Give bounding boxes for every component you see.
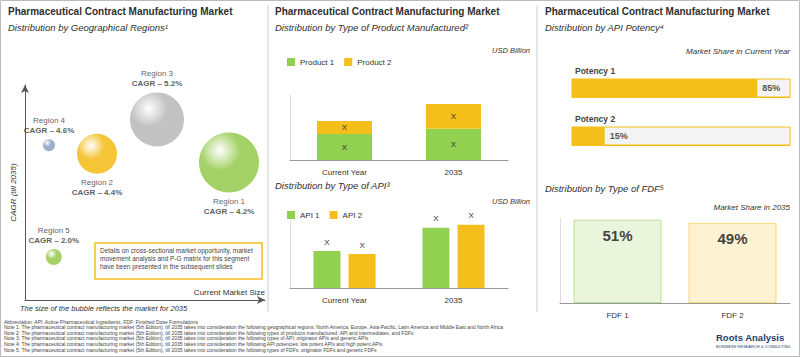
svg-text:Note 1: The pharmaceutical con: Note 1: The pharmaceutical contract manu…	[4, 324, 504, 331]
svg-text:49%: 49%	[717, 230, 747, 247]
svg-text:X: X	[359, 241, 365, 250]
svg-text:CAGR – 4.2%: CAGR – 4.2%	[204, 207, 255, 216]
svg-text:Current Market Size: Current Market Size	[194, 288, 266, 297]
svg-text:movement analysis and P-G matr: movement analysis and P-G matrix for thi…	[100, 255, 251, 263]
svg-text:FDF 1: FDF 1	[606, 311, 629, 320]
svg-text:Region 4: Region 4	[33, 116, 66, 125]
svg-text:Note 2: The pharmaceutical con: Note 2: The pharmaceutical contract manu…	[4, 329, 414, 336]
svg-text:X: X	[433, 214, 439, 223]
svg-text:Potency 1: Potency 1	[575, 66, 615, 76]
svg-text:15%: 15%	[610, 131, 628, 141]
svg-text:Product 2: Product 2	[357, 58, 392, 67]
svg-text:Region 3: Region 3	[141, 69, 174, 78]
svg-text:Note 5: The pharmaceutical con: Note 5: The pharmaceutical contract manu…	[4, 347, 377, 353]
svg-text:CAGR – 4.6%: CAGR – 4.6%	[24, 126, 75, 135]
svg-text:FDF 2: FDF 2	[721, 311, 744, 320]
svg-text:X: X	[451, 140, 457, 149]
svg-text:85%: 85%	[762, 83, 780, 93]
svg-text:Distribution by API Potency⁴: Distribution by API Potency⁴	[545, 22, 664, 33]
svg-text:CAGR (till 2035): CAGR (till 2035)	[9, 163, 18, 222]
svg-text:Product 1: Product 1	[300, 58, 335, 67]
svg-text:Note 3: The pharmaceutical con: Note 3: The pharmaceutical contract manu…	[4, 335, 369, 342]
svg-text:Potency 2: Potency 2	[575, 114, 615, 124]
svg-text:Roots Analysis: Roots Analysis	[716, 332, 784, 343]
svg-text:X: X	[342, 123, 348, 132]
svg-text:Current Year: Current Year	[322, 168, 367, 177]
svg-text:Region 2: Region 2	[81, 178, 114, 187]
svg-text:Pharmaceutical Contract Manufa: Pharmaceutical Contract Manufacturing Ma…	[275, 6, 500, 17]
svg-text:2035: 2035	[445, 296, 463, 305]
svg-text:Distribution by Type of API³: Distribution by Type of API³	[275, 180, 390, 191]
svg-text:2035: 2035	[445, 168, 463, 177]
svg-text:have been presented in the sub: have been presented in the subsequent sl…	[100, 263, 233, 271]
svg-text:Market Share in 2035: Market Share in 2035	[714, 203, 791, 212]
svg-text:Abbreviation: API: Active Phar: Abbreviation: API: Active Pharmaceutical…	[4, 318, 198, 325]
svg-text:CAGR – 2.0%: CAGR – 2.0%	[28, 236, 79, 245]
svg-text:Current Year: Current Year	[322, 296, 367, 305]
svg-text:Details on cross-sectional mar: Details on cross-sectional market opport…	[100, 247, 255, 255]
svg-text:CAGR – 4.4%: CAGR – 4.4%	[72, 188, 123, 197]
svg-text:Note 4: The pharmaceutical con: Note 4: The pharmaceutical contract manu…	[4, 340, 383, 347]
svg-text:Distribution by Type of Produc: Distribution by Type of Product Manufact…	[275, 22, 469, 33]
svg-text:USD Billion: USD Billion	[492, 197, 530, 206]
svg-text:51%: 51%	[602, 227, 632, 244]
svg-text:Pharmaceutical Contract Manufa: Pharmaceutical Contract Manufacturing Ma…	[8, 6, 233, 17]
svg-text:Distribution by Type of FDF⁵: Distribution by Type of FDF⁵	[545, 183, 664, 194]
svg-text:Pharmaceutical Contract Manufa: Pharmaceutical Contract Manufacturing Ma…	[545, 6, 770, 17]
svg-text:API 1: API 1	[300, 211, 320, 220]
svg-text:X: X	[451, 112, 457, 121]
svg-text:Region 5: Region 5	[38, 226, 71, 235]
svg-text:API 2: API 2	[343, 211, 363, 220]
svg-text:Market Share in Current Year: Market Share in Current Year	[686, 47, 790, 56]
svg-text:Region 1: Region 1	[213, 197, 246, 206]
svg-text:USD Billion: USD Billion	[492, 46, 530, 55]
svg-text:BUSINESS RESEARCH & CONSULTING: BUSINESS RESEARCH & CONSULTING	[716, 344, 790, 349]
svg-text:X: X	[324, 238, 330, 247]
svg-text:X: X	[342, 143, 348, 152]
svg-text:Distribution by Geographical R: Distribution by Geographical Regions¹	[8, 22, 168, 33]
svg-text:CAGR – 5.2%: CAGR – 5.2%	[132, 79, 183, 88]
svg-text:X: X	[468, 211, 474, 220]
svg-text:The size of the bubble reflect: The size of the bubble reflects the mark…	[20, 304, 188, 313]
